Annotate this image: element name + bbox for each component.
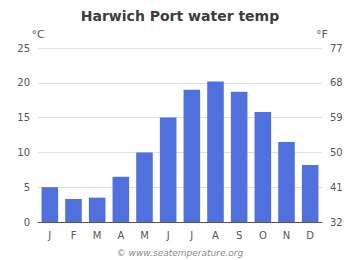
svg-text:32: 32 <box>330 217 343 228</box>
svg-text:10: 10 <box>17 147 30 158</box>
svg-text:59: 59 <box>330 112 343 123</box>
svg-text:© www.seatemperature.org: © www.seatemperature.org <box>117 248 244 258</box>
svg-text:F: F <box>71 230 77 241</box>
svg-text:J: J <box>166 230 170 241</box>
svg-text:0: 0 <box>24 217 30 228</box>
svg-text:68: 68 <box>330 77 343 88</box>
svg-text:25: 25 <box>17 43 30 54</box>
svg-text:°C: °C <box>31 28 45 41</box>
svg-text:M: M <box>93 230 102 241</box>
svg-text:5: 5 <box>24 182 30 193</box>
svg-text:20: 20 <box>17 77 30 88</box>
svg-text:50: 50 <box>330 147 343 158</box>
svg-text:M: M <box>140 230 149 241</box>
svg-text:°F: °F <box>316 28 328 41</box>
svg-text:A: A <box>117 230 124 241</box>
svg-text:J: J <box>47 230 51 241</box>
svg-text:15: 15 <box>17 112 30 123</box>
svg-text:S: S <box>236 230 242 241</box>
svg-text:O: O <box>259 230 267 241</box>
svg-text:41: 41 <box>330 182 343 193</box>
svg-text:D: D <box>306 230 314 241</box>
svg-text:77: 77 <box>330 43 343 54</box>
svg-text:J: J <box>189 230 193 241</box>
svg-text:A: A <box>212 230 219 241</box>
svg-text:N: N <box>283 230 290 241</box>
svg-text:Harwich Port water temp: Harwich Port water temp <box>81 8 279 24</box>
